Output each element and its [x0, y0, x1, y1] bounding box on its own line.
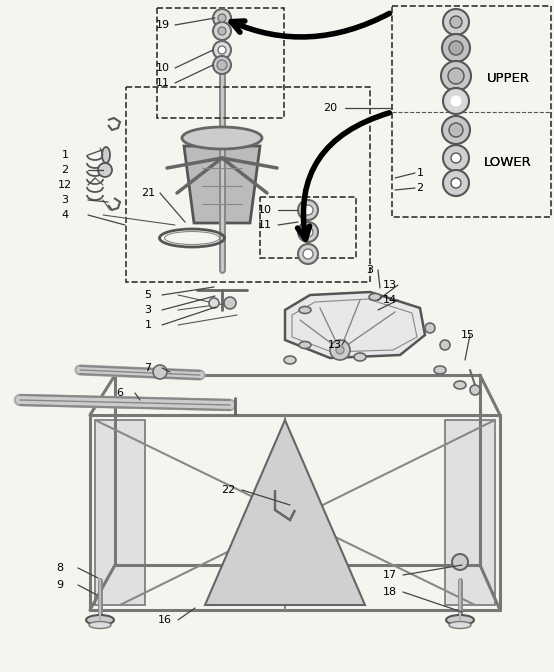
- Bar: [260, 197, 356, 258]
- Ellipse shape: [446, 615, 474, 625]
- Circle shape: [443, 88, 469, 114]
- Polygon shape: [95, 420, 145, 605]
- Ellipse shape: [299, 306, 311, 314]
- Text: 1: 1: [61, 150, 69, 160]
- Text: UPPER: UPPER: [486, 71, 530, 85]
- Circle shape: [425, 323, 435, 333]
- Text: 13: 13: [328, 340, 342, 350]
- Text: 1: 1: [417, 168, 423, 178]
- Circle shape: [442, 116, 470, 144]
- Text: LOWER: LOWER: [484, 155, 532, 169]
- Circle shape: [451, 153, 461, 163]
- Text: 2: 2: [417, 183, 424, 193]
- Text: 11: 11: [156, 78, 170, 88]
- Text: 3: 3: [61, 195, 69, 205]
- Text: 7: 7: [145, 363, 152, 373]
- Circle shape: [448, 68, 464, 84]
- Circle shape: [213, 9, 231, 27]
- Ellipse shape: [89, 622, 111, 628]
- Circle shape: [449, 123, 463, 137]
- Polygon shape: [445, 420, 495, 605]
- Circle shape: [443, 9, 469, 35]
- Circle shape: [441, 61, 471, 91]
- Ellipse shape: [354, 353, 366, 361]
- Text: 17: 17: [383, 570, 397, 580]
- Bar: [392, 6, 551, 217]
- Circle shape: [470, 385, 480, 395]
- Ellipse shape: [86, 615, 114, 625]
- Ellipse shape: [449, 622, 471, 628]
- Text: 21: 21: [141, 188, 155, 198]
- Text: 13: 13: [383, 280, 397, 290]
- Text: 18: 18: [383, 587, 397, 597]
- Bar: [157, 8, 284, 118]
- Circle shape: [218, 14, 226, 22]
- Text: LOWER: LOWER: [484, 157, 532, 169]
- Circle shape: [303, 227, 313, 237]
- Text: 16: 16: [158, 615, 172, 625]
- Text: 10: 10: [156, 63, 170, 73]
- Text: 8: 8: [57, 563, 64, 573]
- Ellipse shape: [102, 147, 110, 163]
- Circle shape: [298, 222, 318, 242]
- Circle shape: [442, 34, 470, 62]
- Ellipse shape: [454, 381, 466, 389]
- Circle shape: [452, 554, 468, 570]
- Circle shape: [153, 365, 167, 379]
- Bar: [126, 87, 370, 282]
- Circle shape: [98, 163, 112, 177]
- Circle shape: [336, 346, 344, 354]
- Text: 6: 6: [116, 388, 124, 398]
- Circle shape: [298, 244, 318, 264]
- Text: 9: 9: [57, 580, 64, 590]
- Circle shape: [218, 27, 226, 35]
- Polygon shape: [285, 292, 425, 358]
- Circle shape: [440, 340, 450, 350]
- Circle shape: [330, 340, 350, 360]
- Text: 11: 11: [258, 220, 272, 230]
- Circle shape: [298, 200, 318, 220]
- Circle shape: [209, 298, 219, 308]
- Text: 5: 5: [145, 290, 151, 300]
- Circle shape: [451, 178, 461, 188]
- Text: 3: 3: [145, 305, 151, 315]
- Circle shape: [449, 41, 463, 55]
- Text: 19: 19: [156, 20, 170, 30]
- Text: 3: 3: [367, 265, 373, 275]
- Text: 12: 12: [58, 180, 72, 190]
- Text: 20: 20: [323, 103, 337, 113]
- Circle shape: [218, 46, 226, 54]
- Text: 4: 4: [61, 210, 69, 220]
- Circle shape: [443, 145, 469, 171]
- Text: 1: 1: [145, 320, 151, 330]
- Text: 2: 2: [61, 165, 69, 175]
- Circle shape: [224, 297, 236, 309]
- Ellipse shape: [284, 356, 296, 364]
- Ellipse shape: [182, 127, 262, 149]
- Circle shape: [450, 16, 462, 28]
- Text: 15: 15: [461, 330, 475, 340]
- Text: UPPER: UPPER: [486, 71, 530, 85]
- Circle shape: [303, 205, 313, 215]
- Ellipse shape: [299, 341, 311, 349]
- Circle shape: [217, 60, 227, 70]
- Text: 22: 22: [221, 485, 235, 495]
- Polygon shape: [184, 146, 260, 223]
- Polygon shape: [205, 420, 365, 605]
- Circle shape: [213, 41, 231, 59]
- Circle shape: [451, 96, 461, 106]
- Ellipse shape: [434, 366, 446, 374]
- Circle shape: [443, 170, 469, 196]
- Circle shape: [213, 22, 231, 40]
- Text: 10: 10: [258, 205, 272, 215]
- Circle shape: [213, 56, 231, 74]
- Text: 14: 14: [383, 295, 397, 305]
- Circle shape: [303, 249, 313, 259]
- Ellipse shape: [369, 294, 381, 300]
